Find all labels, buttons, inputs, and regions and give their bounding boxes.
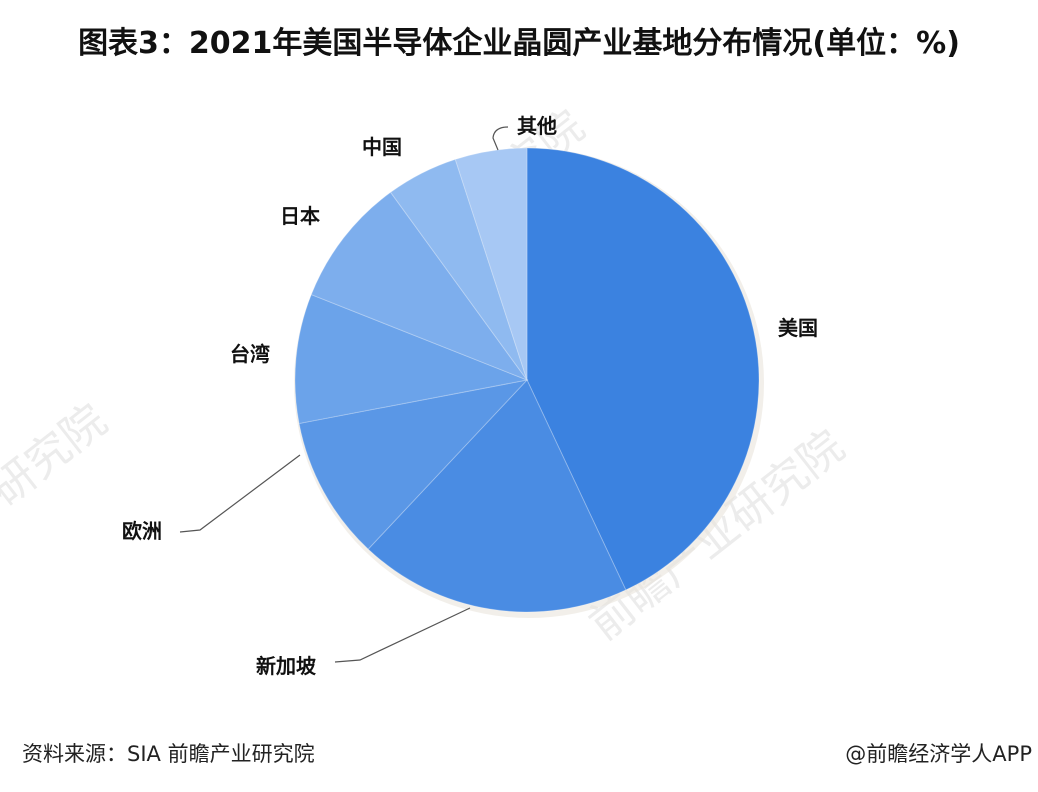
label-other: 其他 xyxy=(517,114,557,138)
pie-slice xyxy=(389,158,528,381)
leader-line xyxy=(492,126,509,151)
credit-note: @前瞻经济学人APP xyxy=(845,742,1032,766)
pie-slice xyxy=(367,379,627,613)
label-china: 中国 xyxy=(362,135,402,159)
pie-slice xyxy=(310,191,529,382)
chart-title: 图表3：2021年美国半导体企业晶圆产业基地分布情况(单位：%) xyxy=(78,26,960,61)
label-taiwan: 台湾 xyxy=(230,342,270,366)
label-europe: 欧洲 xyxy=(122,519,162,543)
label-usa: 美国 xyxy=(778,316,818,340)
pie-slice xyxy=(294,293,529,425)
pie-slice xyxy=(298,379,529,550)
label-japan: 日本 xyxy=(280,204,320,228)
label-singapore: 新加坡 xyxy=(256,654,316,678)
leader-line xyxy=(334,607,471,663)
pie-slice xyxy=(454,147,528,381)
leader-line xyxy=(179,454,301,533)
pie-slice xyxy=(526,147,760,591)
source-note: 资料来源：SIA 前瞻产业研究院 xyxy=(22,742,315,766)
